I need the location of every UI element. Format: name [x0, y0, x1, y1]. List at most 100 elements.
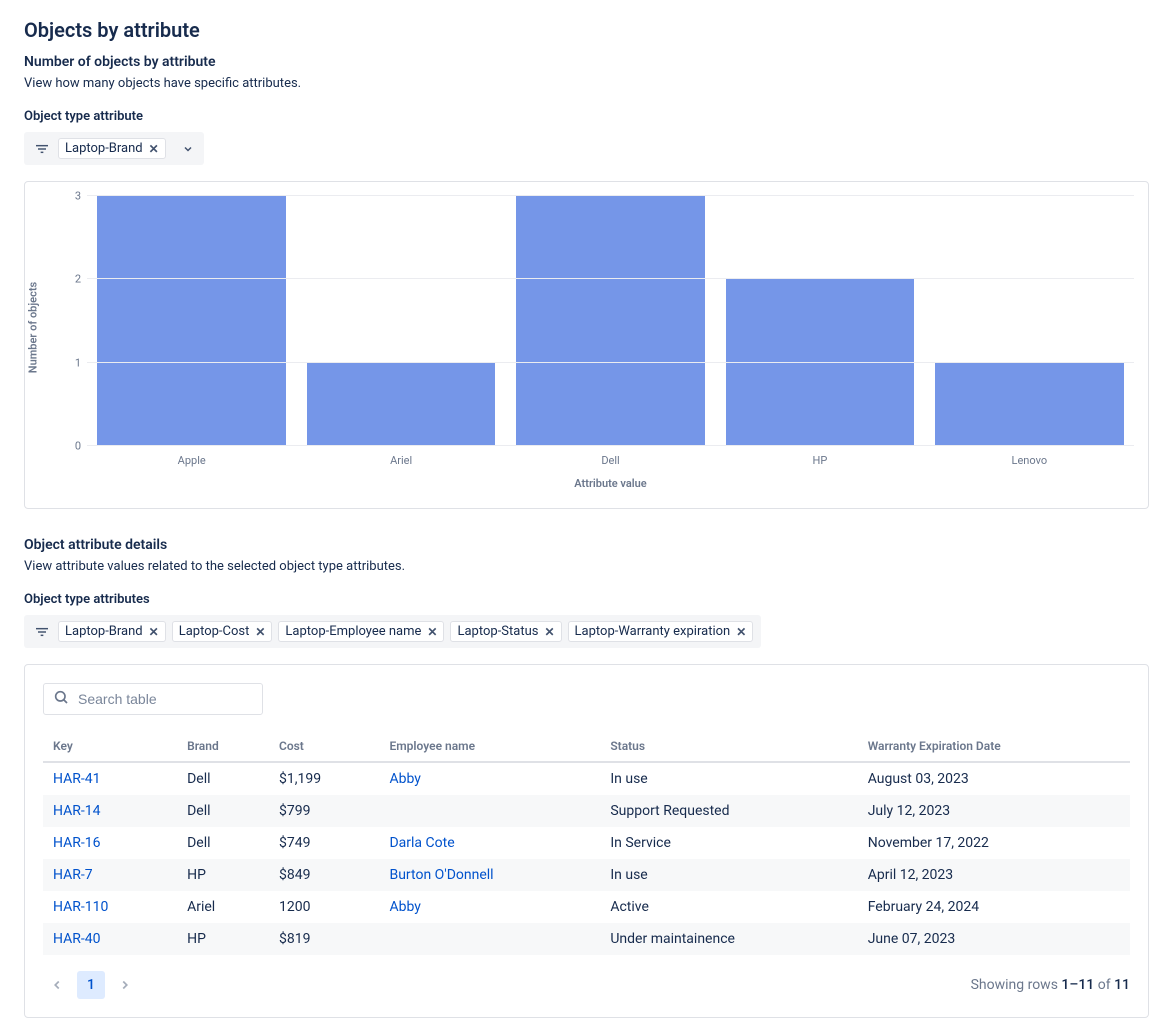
filter-icon	[32, 139, 52, 159]
page-next-button[interactable]	[111, 971, 139, 999]
chart-bar[interactable]	[726, 279, 914, 446]
gridline	[87, 278, 1134, 279]
close-icon[interactable]: ✕	[149, 142, 159, 156]
search-icon	[53, 689, 69, 709]
section-details-title: Object attribute details	[24, 537, 1149, 553]
chart-bar[interactable]	[307, 363, 495, 446]
employee-link[interactable]: Burton O'Donnell	[389, 867, 493, 883]
close-icon[interactable]: ✕	[544, 625, 554, 639]
x-tick-label: Ariel	[296, 454, 505, 467]
gridline	[87, 195, 1134, 196]
chart-card: Number of objects 0123 AppleArielDellHPL…	[24, 181, 1149, 509]
attribute-filter-select[interactable]: Laptop-Brand ✕	[24, 132, 204, 165]
x-tick-label: Lenovo	[925, 454, 1134, 467]
filter-chip[interactable]: Laptop-Brand ✕	[58, 138, 166, 159]
chart-bar[interactable]	[516, 196, 704, 446]
column-header[interactable]: Key	[43, 731, 177, 762]
table-row: HAR-14Dell$799Support RequestedJuly 12, …	[43, 795, 1130, 827]
close-icon[interactable]: ✕	[736, 625, 746, 639]
object-key-link[interactable]: HAR-16	[53, 835, 100, 851]
cell-warranty: April 12, 2023	[858, 859, 1130, 891]
table-card: KeyBrandCostEmployee nameStatusWarranty …	[24, 664, 1149, 1018]
gridline	[87, 362, 1134, 363]
object-key-link[interactable]: HAR-7	[53, 867, 93, 883]
cell-brand: HP	[177, 923, 269, 955]
cell-warranty: August 03, 2023	[858, 762, 1130, 795]
cell-warranty: November 17, 2022	[858, 827, 1130, 859]
page-title: Objects by attribute	[24, 18, 1149, 42]
section-details-desc: View attribute values related to the sel…	[24, 559, 1149, 574]
column-header[interactable]: Status	[600, 731, 857, 762]
column-header[interactable]: Brand	[177, 731, 269, 762]
y-tick-label: 3	[75, 190, 81, 203]
filter-chip-label: Laptop-Brand	[65, 624, 143, 639]
y-tick-label: 1	[75, 356, 81, 369]
cell-employee	[379, 923, 600, 955]
y-tick-label: 0	[75, 440, 81, 453]
chart-bar[interactable]	[935, 363, 1123, 446]
filter-chip[interactable]: Laptop-Brand ✕	[58, 621, 166, 642]
details-table: KeyBrandCostEmployee nameStatusWarranty …	[43, 731, 1130, 955]
filter-chip[interactable]: Laptop-Status ✕	[450, 621, 561, 642]
filter-chip[interactable]: Laptop-Warranty expiration ✕	[568, 621, 754, 642]
chart-bar[interactable]	[97, 196, 285, 446]
cell-brand: Dell	[177, 795, 269, 827]
close-icon[interactable]: ✕	[149, 625, 159, 639]
cell-status: Under maintainence	[600, 923, 857, 955]
page-1-button[interactable]: 1	[77, 971, 105, 999]
chart-plot-area	[87, 196, 1134, 446]
column-header[interactable]: Cost	[269, 731, 380, 762]
employee-link[interactable]: Darla Cote	[389, 835, 454, 851]
table-search-input[interactable]	[43, 683, 263, 715]
cell-brand: Ariel	[177, 891, 269, 923]
cell-cost: $849	[269, 859, 380, 891]
cell-employee: Burton O'Donnell	[379, 859, 600, 891]
employee-link[interactable]: Abby	[389, 771, 420, 787]
filter-chip[interactable]: Laptop-Employee name ✕	[278, 621, 444, 642]
cell-status: In Service	[600, 827, 857, 859]
chevron-down-icon[interactable]	[172, 143, 196, 155]
attributes-filter-select[interactable]: Laptop-Brand✕Laptop-Cost✕Laptop-Employee…	[24, 615, 761, 648]
filter-chip[interactable]: Laptop-Cost✕	[172, 621, 273, 642]
object-key-link[interactable]: HAR-40	[53, 931, 100, 947]
object-key-link[interactable]: HAR-110	[53, 899, 108, 915]
table-row: HAR-16Dell$749Darla CoteIn ServiceNovemb…	[43, 827, 1130, 859]
column-header[interactable]: Employee name	[379, 731, 600, 762]
section-number-title: Number of objects by attribute	[24, 54, 1149, 70]
cell-status: Active	[600, 891, 857, 923]
pagination-info: Showing rows 1–11 of 11	[971, 977, 1130, 993]
object-key-link[interactable]: HAR-14	[53, 803, 100, 819]
close-icon[interactable]: ✕	[427, 625, 437, 639]
object-type-attributes-label: Object type attributes	[24, 592, 1149, 607]
page-prev-button[interactable]	[43, 971, 71, 999]
section-number-desc: View how many objects have specific attr…	[24, 76, 1149, 91]
cell-warranty: February 24, 2024	[858, 891, 1130, 923]
filter-chip-label: Laptop-Brand	[65, 141, 143, 156]
column-header[interactable]: Warranty Expiration Date	[858, 731, 1130, 762]
cell-employee: Darla Cote	[379, 827, 600, 859]
cell-brand: Dell	[177, 762, 269, 795]
cell-warranty: July 12, 2023	[858, 795, 1130, 827]
pagination: 1	[43, 971, 139, 999]
x-axis-label: Attribute value	[87, 477, 1134, 490]
filter-chip-label: Laptop-Warranty expiration	[575, 624, 731, 639]
cell-cost: 1200	[269, 891, 380, 923]
y-axis-label: Number of objects	[27, 282, 40, 373]
employee-link[interactable]: Abby	[389, 899, 420, 915]
filter-icon	[32, 622, 52, 642]
close-icon[interactable]: ✕	[255, 625, 265, 639]
table-row: HAR-41Dell$1,199AbbyIn useAugust 03, 202…	[43, 762, 1130, 795]
cell-status: In use	[600, 762, 857, 795]
cell-employee	[379, 795, 600, 827]
x-tick-label: Apple	[87, 454, 296, 467]
filter-chip-label: Laptop-Employee name	[285, 624, 421, 639]
cell-employee: Abby	[379, 762, 600, 795]
cell-cost: $799	[269, 795, 380, 827]
table-row: HAR-40HP$819Under maintainenceJune 07, 2…	[43, 923, 1130, 955]
object-key-link[interactable]: HAR-41	[53, 771, 100, 787]
filter-chip-label: Laptop-Status	[457, 624, 538, 639]
cell-cost: $819	[269, 923, 380, 955]
cell-status: In use	[600, 859, 857, 891]
cell-cost: $749	[269, 827, 380, 859]
table-row: HAR-7HP$849Burton O'DonnellIn useApril 1…	[43, 859, 1130, 891]
